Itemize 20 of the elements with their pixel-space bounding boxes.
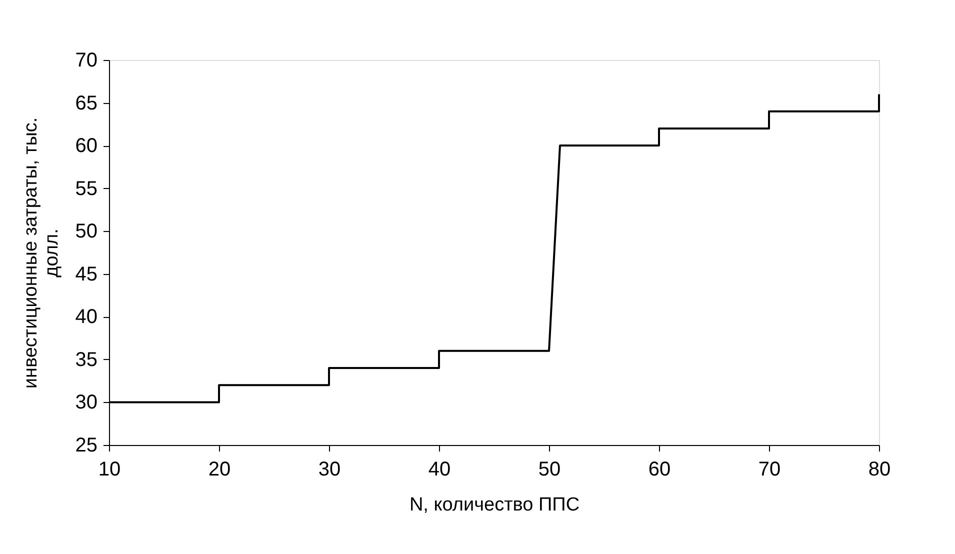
y-tick-label: 55 bbox=[75, 178, 98, 200]
x-tick-label: 50 bbox=[538, 458, 561, 480]
x-tick-label: 80 bbox=[868, 458, 891, 480]
y-tick-label: 65 bbox=[75, 92, 98, 114]
x-tick-label: 40 bbox=[428, 458, 451, 480]
y-axis-title: инвестиционные затраты, тыс. долл. bbox=[20, 117, 62, 389]
x-tick-label: 20 bbox=[208, 458, 231, 480]
y-tick-label: 35 bbox=[75, 348, 98, 371]
x-tick-label: 30 bbox=[318, 458, 341, 480]
x-tick-label: 60 bbox=[648, 458, 671, 480]
y-tick-label: 70 bbox=[75, 50, 98, 72]
y-tick-label: 45 bbox=[75, 263, 98, 286]
y-tick-label: 25 bbox=[75, 434, 98, 456]
x-tick-label: 70 bbox=[758, 458, 781, 480]
y-tick-label: 30 bbox=[75, 392, 98, 414]
y-tick-label: 50 bbox=[75, 220, 98, 243]
y-tick-label: 60 bbox=[75, 135, 98, 158]
x-tick-label: 10 bbox=[98, 458, 121, 480]
x-axis-title: N, количество ППС bbox=[409, 494, 580, 516]
y-tick-label: 40 bbox=[75, 306, 98, 328]
